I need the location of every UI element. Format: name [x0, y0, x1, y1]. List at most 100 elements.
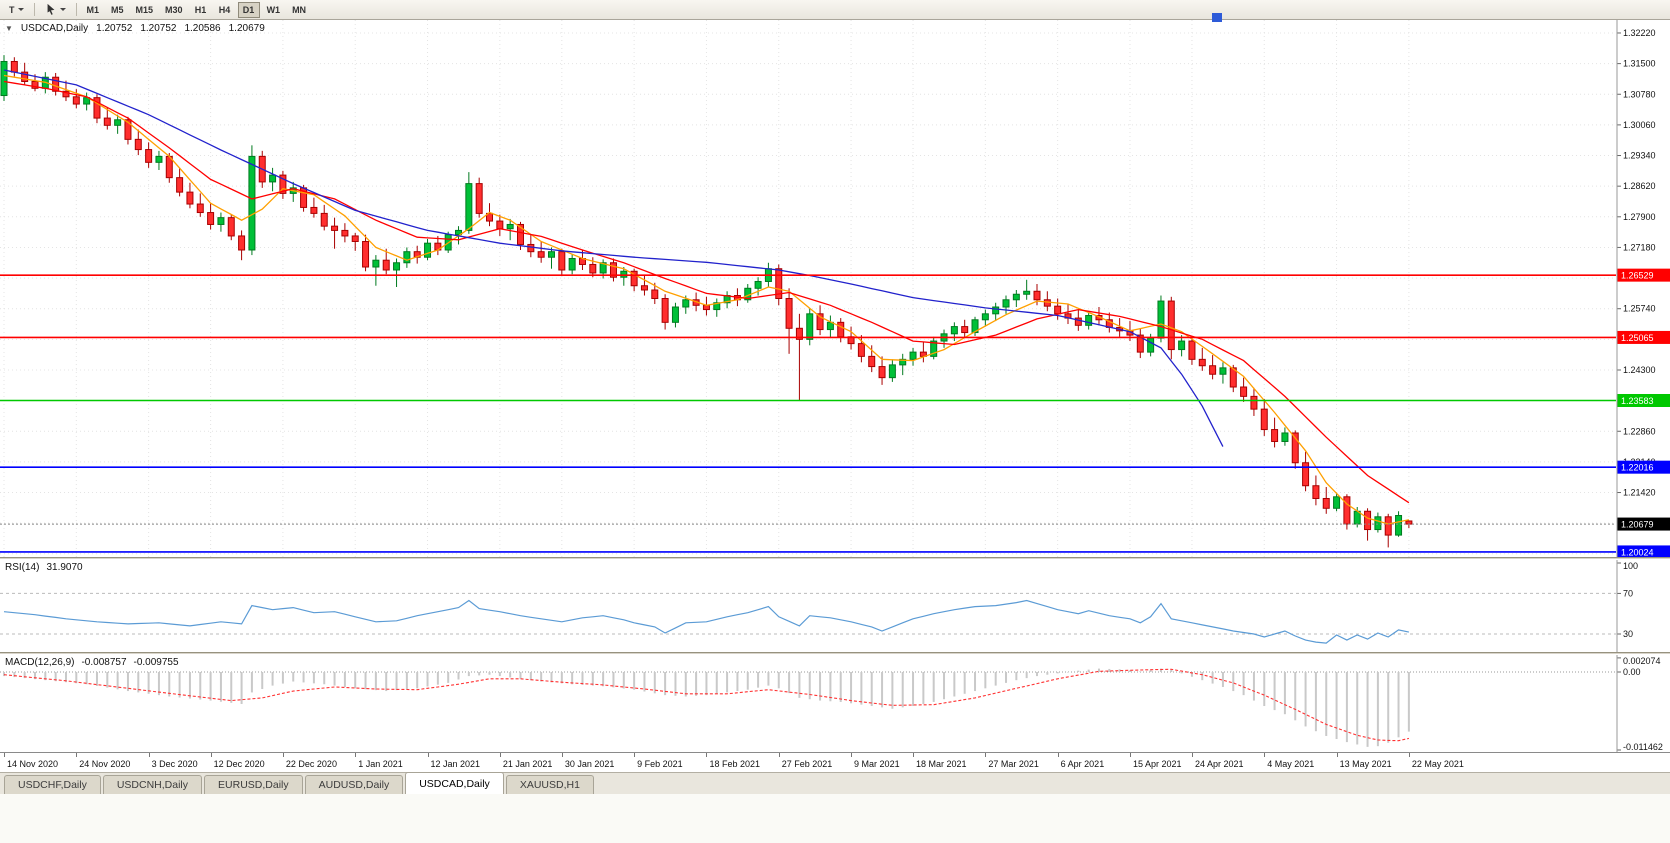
- svg-text:1.20679: 1.20679: [1621, 520, 1654, 530]
- svg-text:1.26529: 1.26529: [1621, 271, 1654, 281]
- chart-tab-usdcad[interactable]: USDCAD,Daily: [405, 772, 504, 794]
- text-tool-button[interactable]: T: [4, 2, 29, 18]
- timeframe-button-m5[interactable]: M5: [106, 2, 129, 18]
- price-level-badge: [1617, 330, 1670, 344]
- time-axis-label: 18 Mar 2021: [916, 759, 967, 769]
- timeframe-button-h4[interactable]: H4: [214, 2, 236, 18]
- dropdown-arrow-icon: [17, 8, 24, 11]
- ohlc-open: 1.20752: [96, 23, 133, 34]
- collapse-toggle-icon[interactable]: ▼: [5, 24, 13, 33]
- time-axis-tick: [76, 753, 78, 757]
- ohlc-low: 1.20586: [184, 23, 221, 34]
- toolbar-separator: [75, 3, 77, 16]
- time-axis-label: 27 Mar 2021: [988, 759, 1039, 769]
- rsi-label: RSI(14): [5, 562, 40, 573]
- timeframe-button-m15[interactable]: M15: [131, 2, 159, 18]
- rsi-value: 31.9070: [46, 562, 83, 573]
- price-axis-label: 1.25740: [1623, 304, 1656, 314]
- price-level-badge: [1617, 545, 1670, 557]
- time-axis-label: 9 Mar 2021: [854, 759, 900, 769]
- timeframe-button-d1[interactable]: D1: [237, 1, 260, 18]
- time-axis-tick: [706, 753, 708, 757]
- time-axis-tick: [1057, 753, 1059, 757]
- timeframe-button-h1[interactable]: H1: [190, 2, 212, 18]
- time-axis-label: 24 Nov 2020: [79, 759, 131, 769]
- price-axis-label: 1.28620: [1623, 181, 1656, 191]
- ohlc-high: 1.20752: [140, 23, 177, 34]
- time-axis-label: 9 Feb 2021: [637, 759, 683, 769]
- price-level-badge: [1617, 268, 1670, 282]
- price-axis-label: 1.21420: [1623, 488, 1656, 498]
- ma-fast-orange-line: [3, 74, 1410, 525]
- price-axis-label: 1.22860: [1623, 426, 1656, 436]
- chart-tab-usdchf[interactable]: USDCHF,Daily: [4, 775, 101, 794]
- text-tool-label: T: [9, 4, 15, 15]
- rsi-line: [3, 599, 1410, 644]
- time-axis-label: 14 Nov 2020: [7, 759, 59, 769]
- time-axis-label: 22 Dec 2020: [285, 759, 337, 769]
- chart-tab-xauusd[interactable]: XAUUSD,H1: [505, 775, 594, 794]
- price-axis-label: 1.29340: [1623, 151, 1656, 161]
- time-axis-tick: [282, 753, 284, 757]
- panel-splitter[interactable]: [0, 557, 1670, 560]
- rsi-indicator-panel[interactable]: 100 70 30 RSI(14) 31.9070: [0, 560, 1670, 652]
- price-axis-label: 1.31500: [1623, 59, 1656, 69]
- time-axis-tick: [913, 753, 915, 757]
- bottom-area: [0, 794, 1670, 843]
- macd-label: MACD(12,26,9): [5, 657, 75, 668]
- time-axis-label: 1 Jan 2021: [358, 759, 403, 769]
- time-axis-label: 21 Jan 2021: [502, 759, 553, 769]
- time-axis-label: 22 May 2021: [1411, 759, 1464, 769]
- panel-splitter[interactable]: [0, 652, 1670, 655]
- price-axis-label: 1.27180: [1623, 242, 1656, 252]
- price-chart-panel[interactable]: 1.32220 1.31500 1.30780 1.30060 1.29340 1.286…: [0, 20, 1670, 557]
- time-axis-tick: [851, 753, 853, 757]
- time-axis-tick: [1264, 753, 1266, 757]
- timeframe-button-m1[interactable]: M1: [82, 2, 105, 18]
- time-axis-tick: [355, 753, 357, 757]
- price-axis-label: 1.32220: [1623, 28, 1656, 38]
- macd-header: MACD(12,26,9) -0.008757 -0.009755: [5, 657, 179, 668]
- time-axis-label: 4 May 2021: [1267, 759, 1315, 769]
- time-axis-tick: [427, 753, 429, 757]
- time-axis-tick: [1191, 753, 1193, 757]
- timeframe-button-mn[interactable]: MN: [287, 2, 311, 18]
- cursor-arrow-icon: [47, 3, 54, 15]
- macd-value: -0.008757: [81, 657, 127, 668]
- chart-tab-usdcnh[interactable]: USDCNH,Daily: [102, 775, 203, 794]
- price-chart-canvas[interactable]: 1.32220 1.31500 1.30780 1.30060 1.29340 1.286…: [0, 20, 1670, 557]
- rsi-canvas[interactable]: 100 70 30: [0, 560, 1670, 652]
- time-axis-tick: [499, 753, 501, 757]
- svg-text:1.25065: 1.25065: [1621, 333, 1654, 343]
- chart-toolbar: T M1 M5 M15 M30 H1 H4 D1 W1 MN: [0, 0, 1670, 20]
- chart-ohlc-header: ▼ USDCAD,Daily 1.20752 1.20752 1.20586 1…: [5, 23, 265, 34]
- ma-slow-blue-line: [3, 69, 1224, 447]
- rsi-header: RSI(14) 31.9070: [5, 562, 83, 573]
- chart-shift-marker[interactable]: [1212, 13, 1222, 22]
- timeframe-button-m30[interactable]: M30: [160, 2, 188, 18]
- time-axis-label: 24 Apr 2021: [1194, 759, 1244, 769]
- price-axis-label: 1.27900: [1623, 212, 1656, 222]
- price-axis-label: 1.30780: [1623, 89, 1656, 99]
- svg-text:1.23583: 1.23583: [1621, 396, 1654, 406]
- time-axis-tick: [1336, 753, 1338, 757]
- timeframe-button-w1[interactable]: W1: [262, 2, 286, 18]
- time-axis-tick: [148, 753, 150, 757]
- time-axis-label: 6 Apr 2021: [1060, 759, 1105, 769]
- time-axis-tick: [985, 753, 987, 757]
- macd-histogram: [3, 668, 1410, 747]
- rsi-scale-label: 100: [1623, 561, 1638, 571]
- current-price-badge: [1617, 517, 1670, 531]
- time-axis[interactable]: 14 Nov 2020 24 Nov 2020 3 Dec 2020 12 Dec 2…: [0, 752, 1670, 772]
- macd-indicator-panel[interactable]: 0.002074 0.00 -0.011462 MACD(12,26,9) -0.0…: [0, 655, 1670, 752]
- svg-text:1.22016: 1.22016: [1621, 463, 1654, 473]
- cursor-tool-button[interactable]: [40, 2, 71, 18]
- price-axis-label: 1.24300: [1623, 365, 1656, 375]
- time-axis-label: 30 Jan 2021: [564, 759, 615, 769]
- dropdown-arrow-icon: [59, 8, 66, 11]
- chart-tab-eurusd[interactable]: EURUSD,Daily: [204, 775, 303, 794]
- rsi-scale-label: 30: [1623, 629, 1633, 639]
- chart-tab-audusd[interactable]: AUDUSD,Daily: [304, 775, 404, 794]
